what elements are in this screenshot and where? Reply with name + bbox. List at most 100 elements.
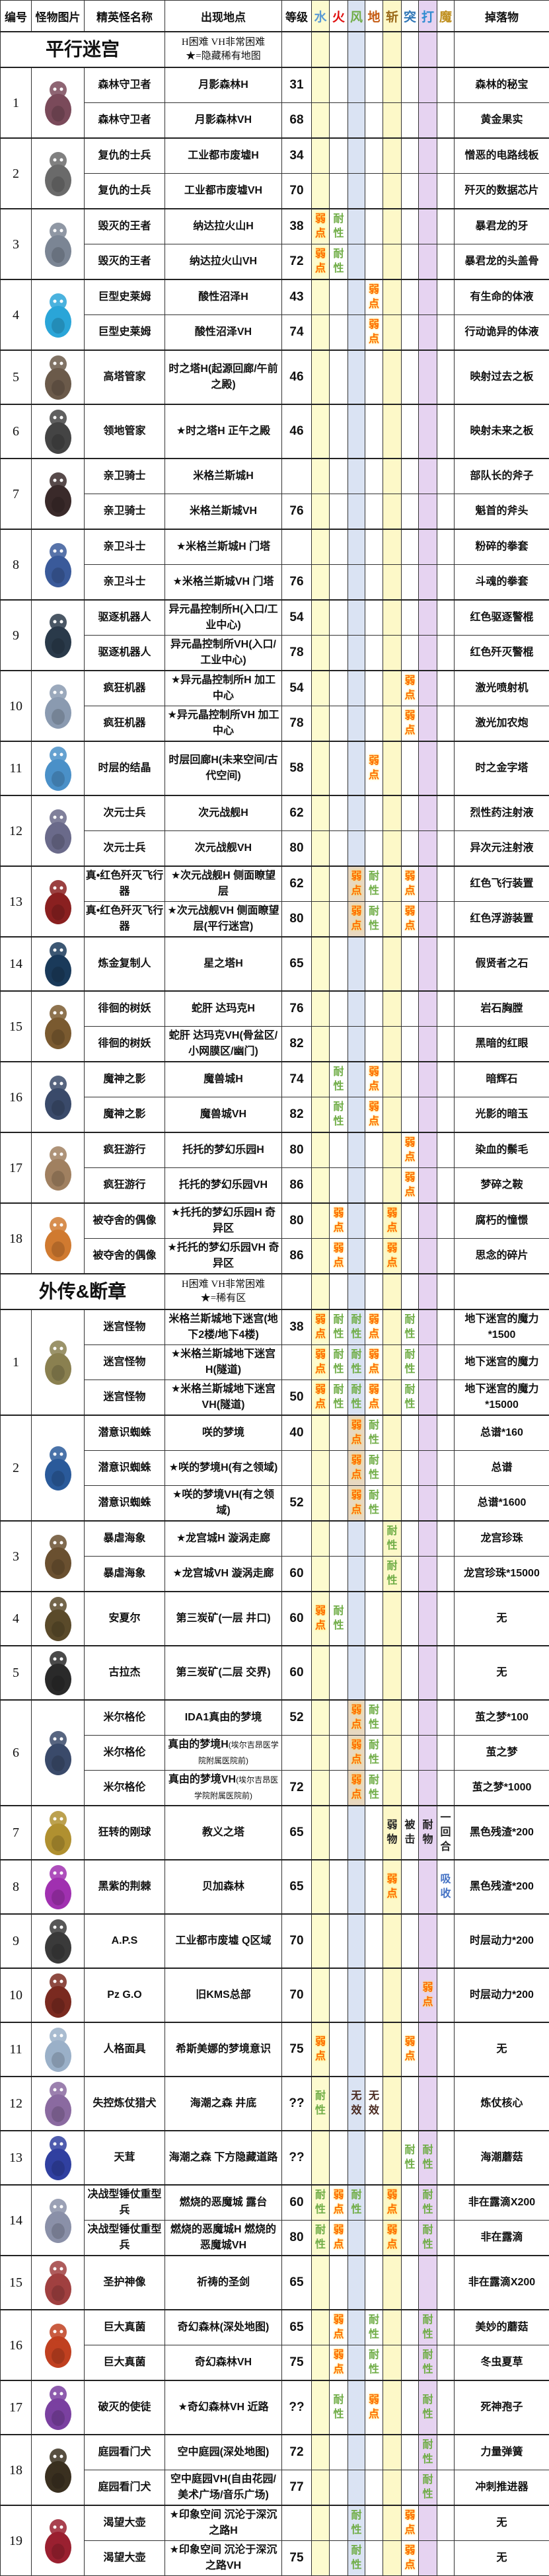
attr-cell xyxy=(312,1274,330,1309)
monster-number: 3 xyxy=(1,209,32,279)
location-text: ★托托的梦幻乐园VH 奇异区 xyxy=(167,1242,279,1269)
attr-cell: 耐性 xyxy=(419,2345,437,2381)
location: 次元战舰H xyxy=(165,795,282,831)
attr-cell xyxy=(419,1486,437,1522)
attr-cell xyxy=(383,1027,402,1062)
monster-number: 13 xyxy=(1,866,32,937)
monster-name: 真•红色歼灭飞行器 xyxy=(85,902,165,938)
location-text: 工业都市废墟VH xyxy=(184,185,262,196)
monster-number: 7 xyxy=(1,1806,32,1860)
attr-cell xyxy=(419,2077,437,2131)
monster-portrait-icon xyxy=(37,2515,79,2567)
attr-cell xyxy=(383,529,402,565)
drop-item: 激光喷射机 xyxy=(455,671,549,706)
attr-cell xyxy=(402,2185,419,2221)
location: 异元晶控制所H(入口/工业中心) xyxy=(165,600,282,636)
attr-cell xyxy=(383,404,402,459)
attr-cell xyxy=(437,244,455,280)
level: 54 xyxy=(282,671,312,706)
attr-cell xyxy=(419,1914,437,1968)
monster-name: 庭园看门犬 xyxy=(85,2435,165,2470)
header-location: 出现地点 xyxy=(165,1,282,32)
attr-cell xyxy=(365,2505,383,2541)
attr-cell xyxy=(383,315,402,351)
attr-cell xyxy=(419,1132,437,1168)
drop-item: 无 xyxy=(455,1592,549,1646)
header-magic: 魔 xyxy=(437,1,455,32)
attr-cell xyxy=(437,902,455,938)
monster-portrait-icon xyxy=(37,147,79,200)
location: 工业都市废墟H xyxy=(165,138,282,174)
header-blunt: 打 xyxy=(419,1,437,32)
attr-cell xyxy=(330,1274,348,1309)
header-thrust: 突 xyxy=(402,1,419,32)
level: 74 xyxy=(282,315,312,351)
location-text: ★次元战舰H 侧面瞭望层 xyxy=(171,870,275,897)
monster-portrait-icon xyxy=(37,1592,79,1645)
location-text: 纳达拉火山H xyxy=(193,221,254,232)
attr-cell xyxy=(348,32,365,67)
monster-number: 8 xyxy=(1,1860,32,1914)
level xyxy=(282,529,312,565)
monster-portrait-icon xyxy=(37,538,79,591)
attr-cell xyxy=(419,1771,437,1806)
attr-cell xyxy=(383,795,402,831)
level: 62 xyxy=(282,866,312,902)
attr-cell: 耐性 xyxy=(348,1380,365,1416)
location: 米格兰斯城H xyxy=(165,459,282,494)
level: 65 xyxy=(282,1860,312,1914)
monster-image-cell xyxy=(32,795,85,866)
drop-item: 无 xyxy=(455,2505,549,2541)
level: 52 xyxy=(282,1700,312,1736)
attr-cell xyxy=(402,1914,419,1968)
attr-cell xyxy=(365,1557,383,1592)
attr-cell xyxy=(437,1309,455,1345)
attr-cell xyxy=(348,1646,365,1700)
attr-cell: 弱点 xyxy=(402,2505,419,2541)
attr-cell: 弱点 xyxy=(312,2022,330,2077)
attr-cell: 弱点 xyxy=(312,244,330,280)
location: ★次元战舰VH 侧面瞭望层(平行迷宫) xyxy=(165,902,282,938)
attr-cell xyxy=(312,866,330,902)
header-row: 编号怪物图片精英怪名称出现地点等级水火风地斩突打魔掉落物 xyxy=(1,1,549,32)
attr-cell xyxy=(383,1486,402,1522)
attr-cell: 耐性 xyxy=(330,1345,348,1380)
attr-cell xyxy=(419,209,437,244)
drop-item: 红色驱逐警棍 xyxy=(455,600,549,636)
attr-cell xyxy=(419,174,437,209)
attr-cell xyxy=(312,1451,330,1486)
monster-portrait-icon xyxy=(37,1860,79,1913)
level-cell xyxy=(282,1274,312,1309)
attr-cell xyxy=(383,2541,402,2576)
location-text: 米格兰斯城地下迷宫(地下2楼/地下4楼) xyxy=(168,1313,277,1341)
attr-cell xyxy=(402,1860,419,1914)
attr-cell xyxy=(437,2221,455,2256)
attr-cell: 弱点 xyxy=(330,2310,348,2345)
attr-cell xyxy=(312,315,330,351)
monster-portrait-icon xyxy=(37,2077,79,2130)
monster-number: 12 xyxy=(1,795,32,866)
attr-cell xyxy=(312,2541,330,2576)
attr-cell xyxy=(365,1239,383,1274)
section-note-line: H困难 VH非常困难 xyxy=(165,36,281,50)
attr-cell xyxy=(402,741,419,795)
attr-cell: 弱点 xyxy=(402,1168,419,1204)
attr-cell xyxy=(419,1027,437,1062)
attr-cell xyxy=(402,2345,419,2381)
monster-number: 10 xyxy=(1,1968,32,2022)
level: 75 xyxy=(282,2541,312,2576)
attr-cell xyxy=(383,103,402,139)
attr-cell xyxy=(348,2435,365,2470)
attr-cell: 弱点 xyxy=(312,209,330,244)
monster-name: A.P.S xyxy=(85,1914,165,1968)
drop-item: 茧之梦*100 xyxy=(455,1700,549,1736)
location-text: 蛇肝 达玛克VH(骨盆区/小网膜区/幽门) xyxy=(169,1030,277,1057)
location-text: ★印象空间 沉沦于深沉之路VH xyxy=(170,2544,277,2571)
attr-cell: 弱点 xyxy=(365,2380,383,2435)
attr-cell xyxy=(402,1239,419,1274)
location-text: ★米格兰斯城VH 门塔 xyxy=(172,576,274,587)
attr-cell: 耐性 xyxy=(330,1592,348,1646)
